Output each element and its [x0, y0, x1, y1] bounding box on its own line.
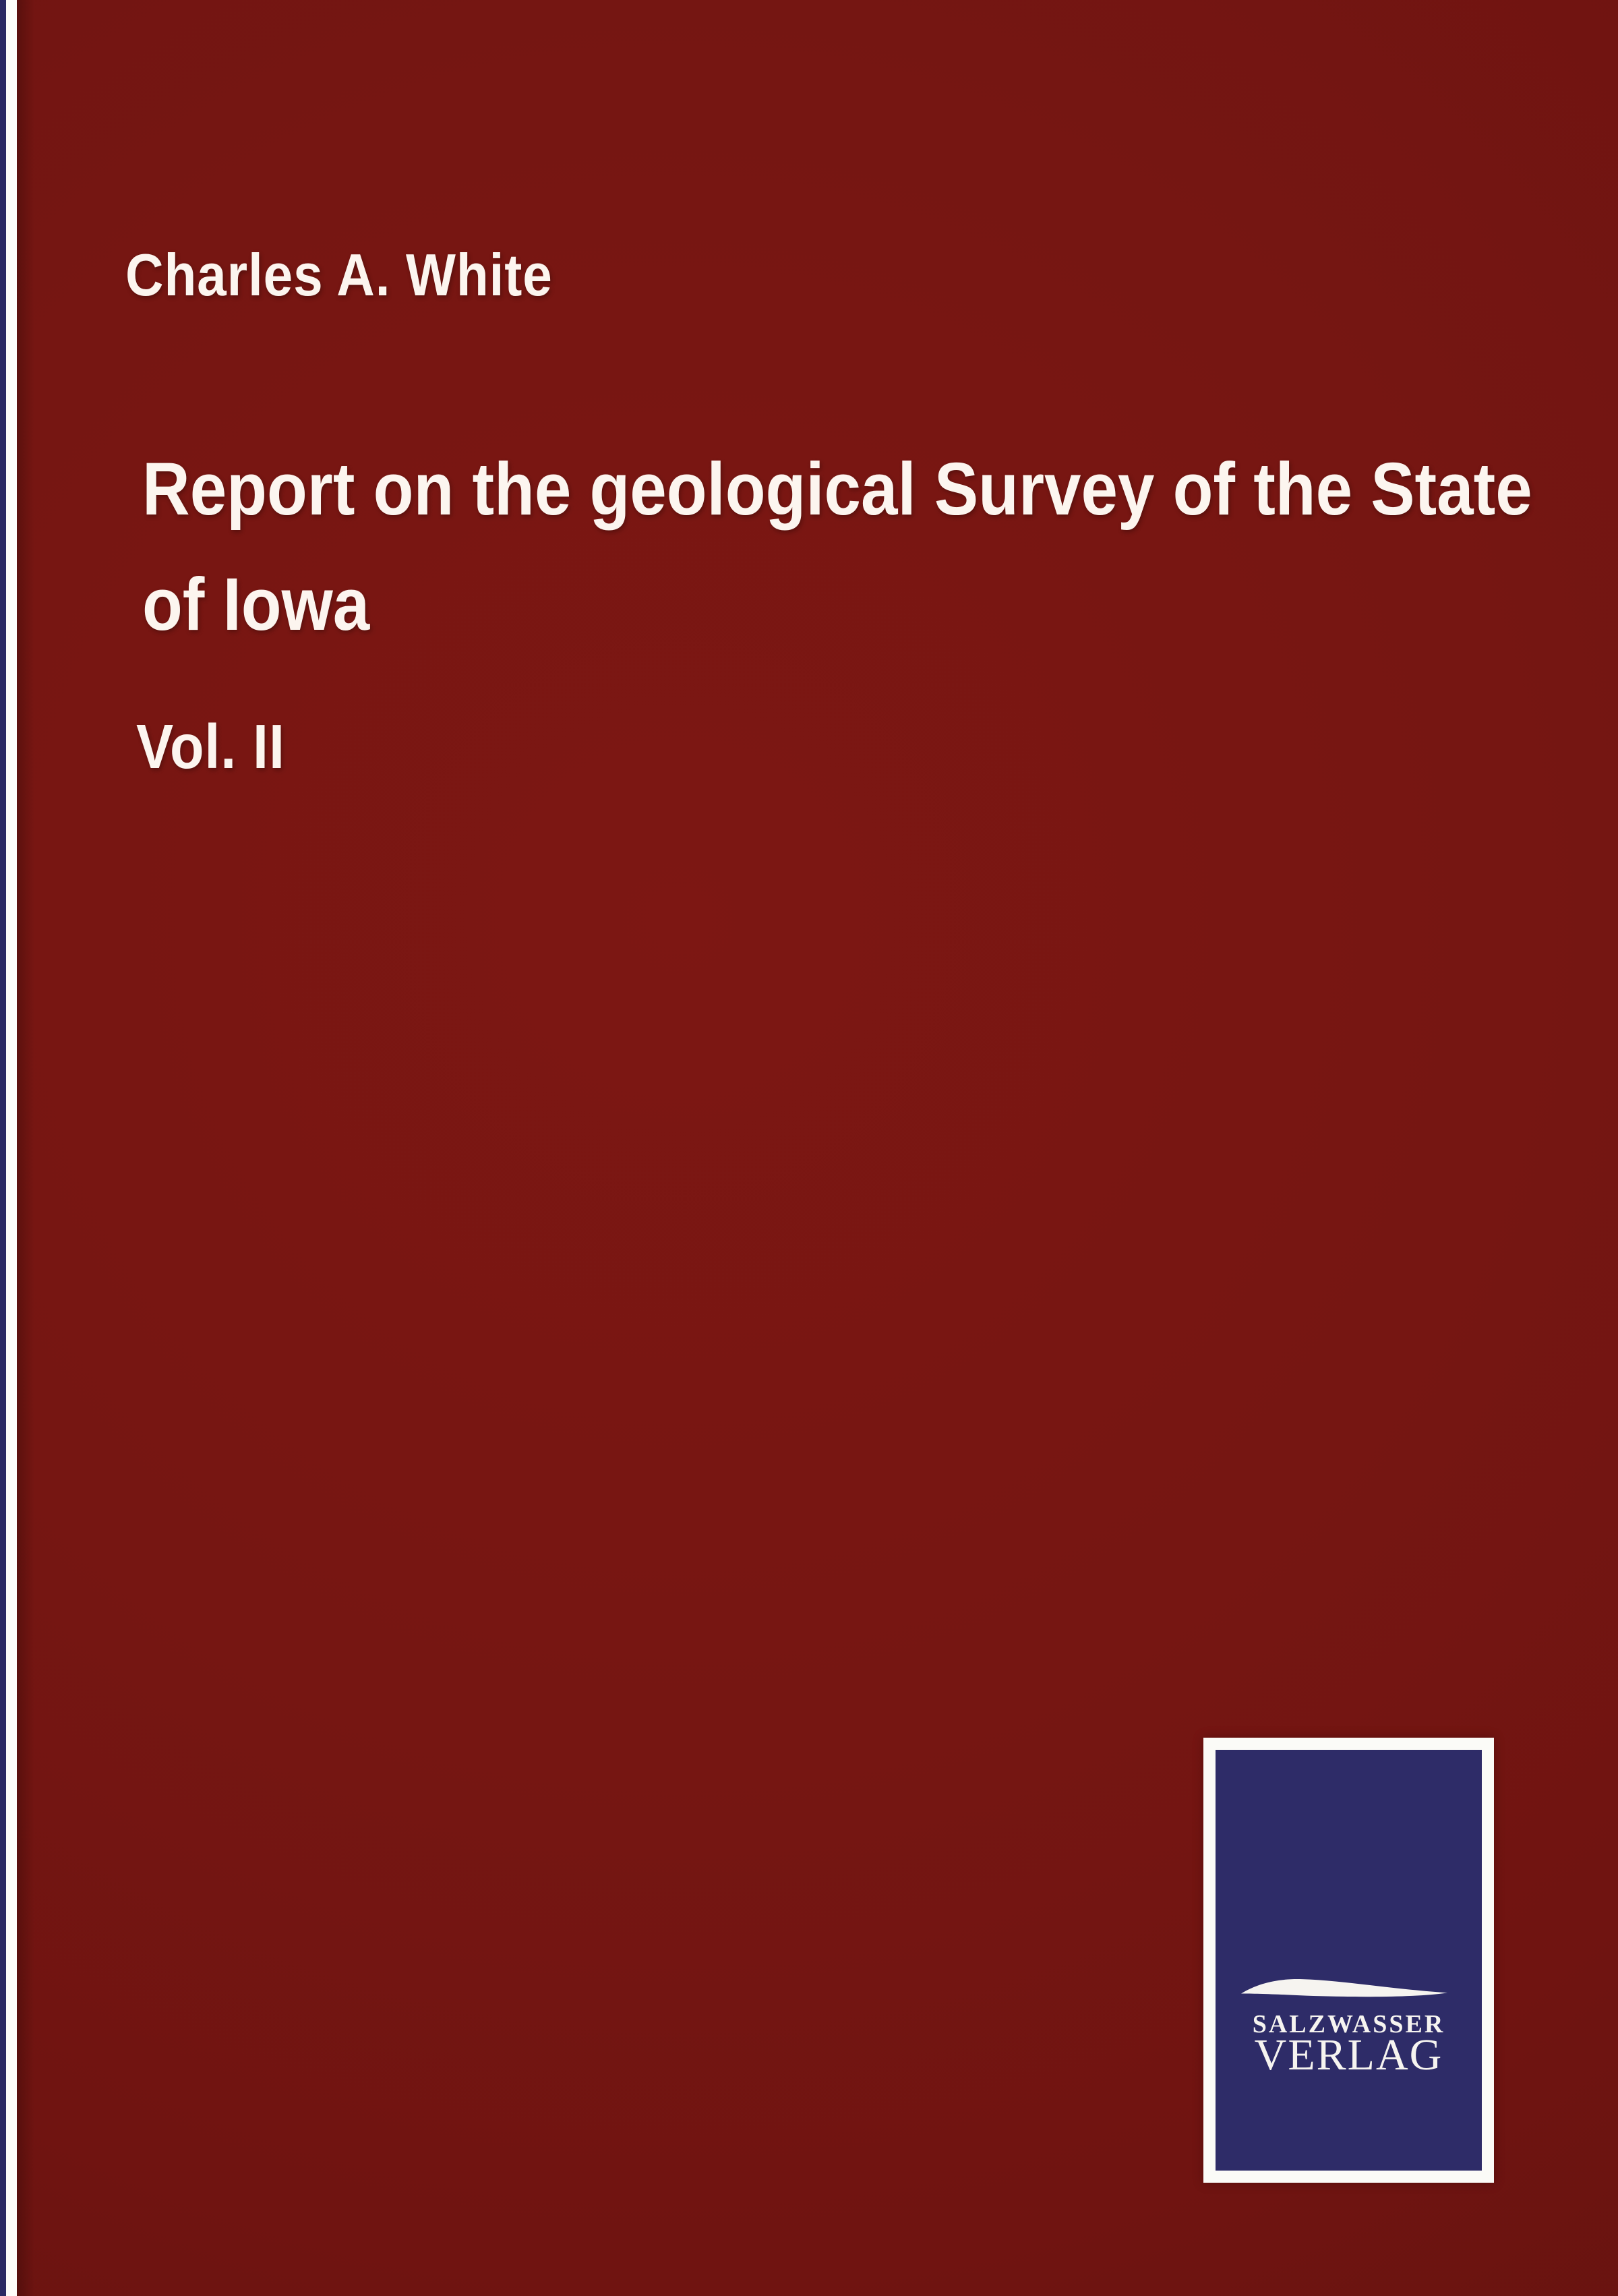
publisher-logo: SALZWASSER VERLAG — [1203, 1738, 1494, 2183]
publisher-logo-panel: SALZWASSER VERLAG — [1216, 1750, 1482, 2171]
author-name: Charles A. White — [125, 241, 553, 308]
publisher-name-line1: SALZWASSER — [1252, 2010, 1445, 2038]
book-title: Report on the geological Survey of the S… — [142, 432, 1532, 662]
publisher-name-line2: VERLAG — [1254, 2030, 1443, 2080]
spine-stripe-blue — [0, 0, 6, 2296]
book-title-line-2: of Iowa — [142, 563, 370, 646]
book-title-line-1: Report on the geological Survey of the S… — [142, 448, 1532, 531]
book-subtitle: Vol. II — [136, 711, 285, 782]
wave-icon — [1241, 1979, 1447, 1997]
spine-stripe-white — [6, 0, 17, 2296]
spine-shadow — [17, 0, 34, 2296]
